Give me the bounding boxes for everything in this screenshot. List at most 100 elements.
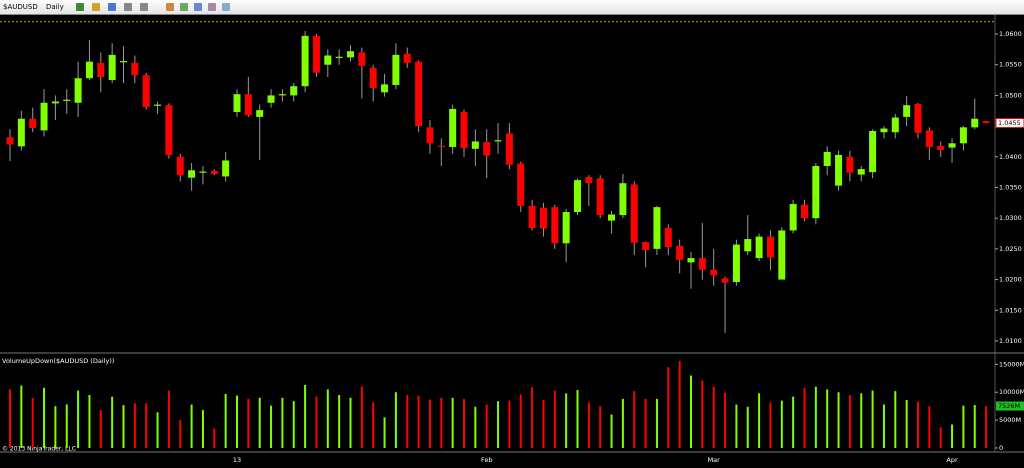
template-button[interactable] [208, 3, 216, 11]
volume-bar [712, 386, 715, 448]
strategies-button[interactable] [194, 3, 202, 11]
candle-body [642, 242, 650, 251]
volume-bar [655, 398, 658, 448]
volume-bar [610, 414, 613, 448]
interval[interactable]: Daily [46, 3, 64, 11]
candle-body [29, 118, 37, 128]
candle-body [120, 61, 127, 63]
volume-title: VolumeUpDown($AUDUSD (Daily)) [2, 357, 114, 365]
tools-button[interactable] [108, 3, 116, 11]
candle-body [959, 127, 967, 144]
candle-body [85, 61, 93, 79]
candle-body [619, 183, 627, 216]
volume-bar [338, 395, 341, 448]
candle-body [846, 156, 854, 173]
candle-body [801, 204, 808, 219]
candle-body [903, 105, 911, 117]
toolbar: $AUDUSD Daily [0, 0, 1024, 15]
volume-bar [508, 400, 511, 448]
volume-bar [576, 390, 579, 448]
candle-body [6, 137, 14, 145]
volume-bar [406, 395, 409, 448]
candle-body [687, 258, 695, 263]
candle-body [278, 94, 286, 96]
volume-bar [270, 405, 273, 448]
volume-bar [826, 389, 829, 448]
volume-bar [690, 375, 692, 448]
candle-body [664, 228, 672, 248]
symbol[interactable]: $AUDUSD [3, 3, 38, 11]
volume-bar [587, 402, 590, 448]
candle-body [585, 177, 593, 184]
y-tick-label: 1.0600 [999, 30, 1022, 38]
volume-bar [928, 406, 931, 448]
candle-body [483, 142, 491, 156]
volume-bar [542, 400, 545, 448]
candle-body [210, 170, 218, 174]
candle-body [40, 102, 48, 131]
volume-bar [9, 389, 11, 448]
volume-bar [633, 391, 636, 448]
candle-body [63, 99, 71, 101]
properties-button[interactable] [166, 3, 174, 11]
candle-body [971, 118, 979, 128]
candle-body [131, 62, 139, 76]
volume-bar [599, 406, 602, 448]
candle-body [914, 104, 922, 133]
x-tick-label: Mar [708, 456, 721, 464]
zoom-button[interactable] [124, 3, 132, 11]
y-tick-label: 1.0200 [999, 276, 1022, 284]
candle-body [710, 269, 718, 276]
candle-body [517, 163, 525, 206]
candle-body [381, 84, 389, 93]
volume-bar [213, 428, 216, 448]
volume-bar [894, 391, 897, 448]
volume-bar [304, 384, 307, 448]
y-tick-label: 5000M [999, 416, 1021, 424]
volume-bar [54, 406, 57, 448]
volume-bar [258, 397, 261, 448]
volume-badge [996, 401, 1024, 411]
volume-bar [20, 385, 23, 448]
draw-button[interactable] [92, 3, 100, 11]
indicators-button[interactable] [180, 3, 188, 11]
zoom-out-button[interactable] [140, 3, 148, 11]
candle-body [449, 108, 457, 147]
candle-body [596, 178, 604, 216]
candle-body [267, 95, 275, 103]
candle-body [653, 207, 661, 249]
volume-bar [111, 396, 114, 448]
bars-button[interactable] [76, 3, 84, 11]
y-tick-label: 1.0100 [999, 337, 1022, 345]
candle-body [574, 180, 581, 213]
volume-bar [848, 395, 851, 448]
candle-body [426, 127, 434, 144]
candle-body [301, 35, 309, 87]
share-button[interactable] [222, 3, 230, 11]
y-tick-label: 1.0550 [999, 61, 1022, 69]
volume-bar [281, 397, 284, 448]
volume-bar [77, 390, 80, 448]
volume-bar [360, 386, 363, 448]
volume-bar [463, 398, 465, 448]
candle-body [358, 52, 366, 66]
volume-bar [985, 406, 988, 448]
candle-body [335, 56, 343, 58]
volume-bar [939, 427, 942, 448]
candle-body [880, 128, 888, 133]
candle-body [891, 117, 899, 133]
volume-bar [394, 392, 397, 448]
volume-bar [497, 401, 500, 448]
volume-bar [417, 395, 420, 448]
volume-bar [678, 361, 681, 448]
volume-bar [31, 397, 34, 448]
volume-bar [531, 387, 534, 448]
candle-body [403, 53, 411, 63]
candle-body [97, 62, 105, 77]
candle-body [256, 110, 264, 117]
candle-body [698, 258, 706, 270]
volume-bar [519, 394, 522, 448]
candle-body [17, 118, 25, 147]
volume-bar [565, 393, 568, 448]
